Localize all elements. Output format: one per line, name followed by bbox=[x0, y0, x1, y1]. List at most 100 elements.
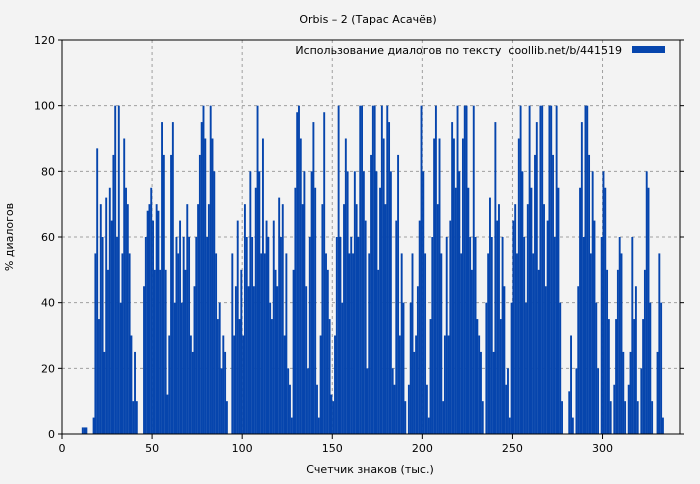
bar bbox=[501, 237, 504, 434]
bar bbox=[368, 253, 371, 434]
bar bbox=[429, 319, 432, 434]
bar bbox=[517, 138, 520, 434]
bar bbox=[335, 237, 338, 434]
bar bbox=[595, 302, 598, 434]
bar bbox=[121, 253, 124, 434]
bar bbox=[643, 269, 646, 434]
x-tick-label: 200 bbox=[412, 442, 433, 455]
bar bbox=[312, 122, 315, 434]
y-tick-label: 0 bbox=[48, 428, 55, 441]
bar bbox=[242, 335, 245, 434]
bar bbox=[298, 105, 300, 435]
bar bbox=[103, 351, 106, 434]
bar bbox=[496, 220, 499, 434]
bar bbox=[415, 335, 418, 434]
bar bbox=[627, 384, 630, 434]
bar bbox=[99, 204, 102, 434]
bar bbox=[472, 105, 475, 435]
bar bbox=[353, 171, 356, 435]
bar bbox=[225, 401, 228, 434]
bar bbox=[188, 237, 191, 434]
bar bbox=[144, 237, 147, 434]
bar bbox=[631, 237, 634, 434]
bar bbox=[162, 154, 165, 434]
bar bbox=[269, 302, 272, 434]
bar bbox=[352, 253, 354, 434]
y-tick-label: 120 bbox=[34, 34, 55, 47]
bar bbox=[618, 237, 621, 434]
bar bbox=[443, 335, 446, 434]
bar bbox=[321, 204, 324, 434]
bar bbox=[348, 253, 351, 434]
bar bbox=[537, 269, 540, 434]
bar bbox=[292, 269, 295, 434]
bar bbox=[607, 319, 610, 434]
bar bbox=[355, 204, 358, 434]
bar bbox=[660, 302, 663, 434]
bar bbox=[389, 171, 392, 435]
bar bbox=[525, 302, 527, 434]
bar bbox=[220, 368, 223, 434]
bar bbox=[402, 302, 405, 434]
bar bbox=[249, 171, 252, 435]
bar bbox=[613, 384, 616, 434]
bars bbox=[81, 105, 664, 435]
bar bbox=[305, 286, 308, 434]
bar bbox=[267, 237, 270, 434]
bar bbox=[98, 319, 100, 434]
bar bbox=[600, 237, 603, 434]
bar bbox=[454, 187, 457, 434]
bar bbox=[328, 319, 331, 434]
bar bbox=[94, 253, 97, 434]
bar bbox=[260, 253, 263, 434]
bar bbox=[334, 335, 336, 434]
bar bbox=[218, 302, 221, 434]
bar bbox=[175, 237, 178, 434]
bar bbox=[512, 220, 515, 434]
bar bbox=[189, 335, 192, 434]
y-tick-label: 80 bbox=[41, 165, 55, 178]
bar bbox=[247, 286, 250, 434]
bar bbox=[343, 204, 345, 434]
bar bbox=[485, 302, 488, 434]
bar bbox=[498, 204, 500, 434]
bar bbox=[357, 237, 360, 434]
bar bbox=[294, 187, 297, 434]
bar bbox=[265, 220, 268, 434]
bar bbox=[366, 368, 369, 434]
bar bbox=[323, 112, 326, 434]
bar bbox=[442, 401, 445, 434]
bar bbox=[474, 237, 477, 434]
bar bbox=[649, 302, 652, 434]
bar bbox=[319, 335, 322, 434]
bar bbox=[236, 220, 239, 434]
bar bbox=[584, 105, 587, 435]
bar bbox=[425, 384, 428, 434]
bar bbox=[252, 286, 255, 434]
x-tick-label: 250 bbox=[502, 442, 523, 455]
bar bbox=[177, 253, 180, 434]
bar bbox=[207, 204, 210, 434]
bar bbox=[571, 417, 574, 434]
y-tick-label: 20 bbox=[41, 362, 55, 375]
bar bbox=[535, 122, 538, 434]
bar bbox=[620, 253, 623, 434]
bar bbox=[460, 253, 463, 434]
bar bbox=[400, 253, 403, 434]
bar bbox=[532, 253, 535, 434]
bar bbox=[195, 237, 198, 434]
bar bbox=[591, 171, 594, 435]
bar bbox=[310, 171, 313, 435]
bar bbox=[299, 138, 302, 434]
bar bbox=[184, 269, 187, 434]
bar bbox=[134, 351, 136, 434]
bar bbox=[418, 220, 421, 434]
bar bbox=[308, 237, 311, 434]
bar bbox=[575, 368, 578, 434]
bar bbox=[314, 187, 317, 434]
bar bbox=[215, 253, 218, 434]
bar bbox=[451, 122, 454, 434]
bar bbox=[476, 319, 479, 434]
bar bbox=[589, 253, 592, 434]
bar bbox=[332, 401, 335, 434]
